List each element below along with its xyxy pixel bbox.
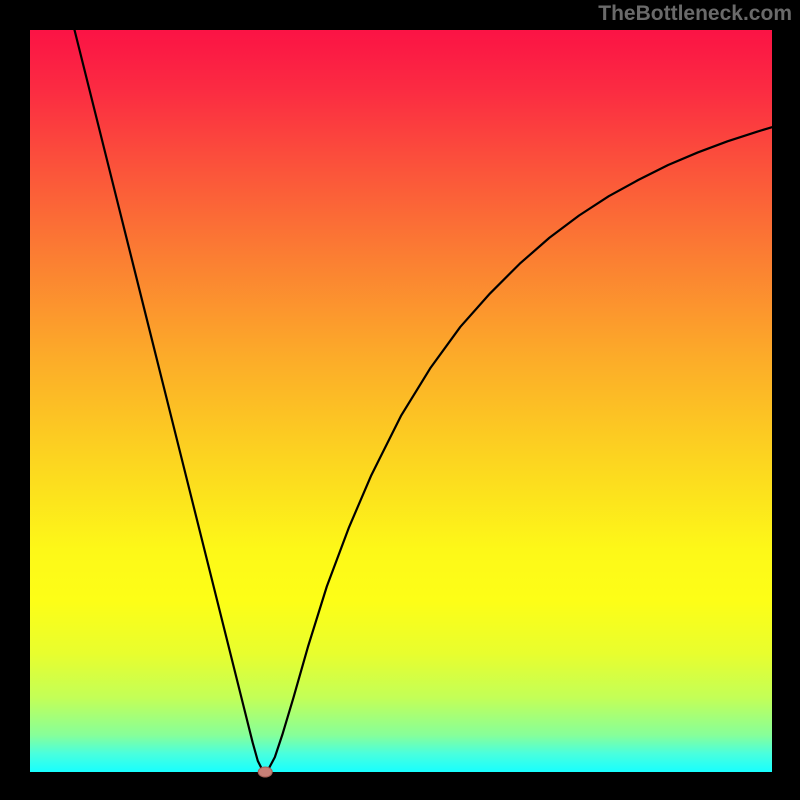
chart-container: TheBottleneck.com xyxy=(0,0,800,800)
plot-area xyxy=(30,30,772,772)
watermark-text: TheBottleneck.com xyxy=(598,2,792,26)
